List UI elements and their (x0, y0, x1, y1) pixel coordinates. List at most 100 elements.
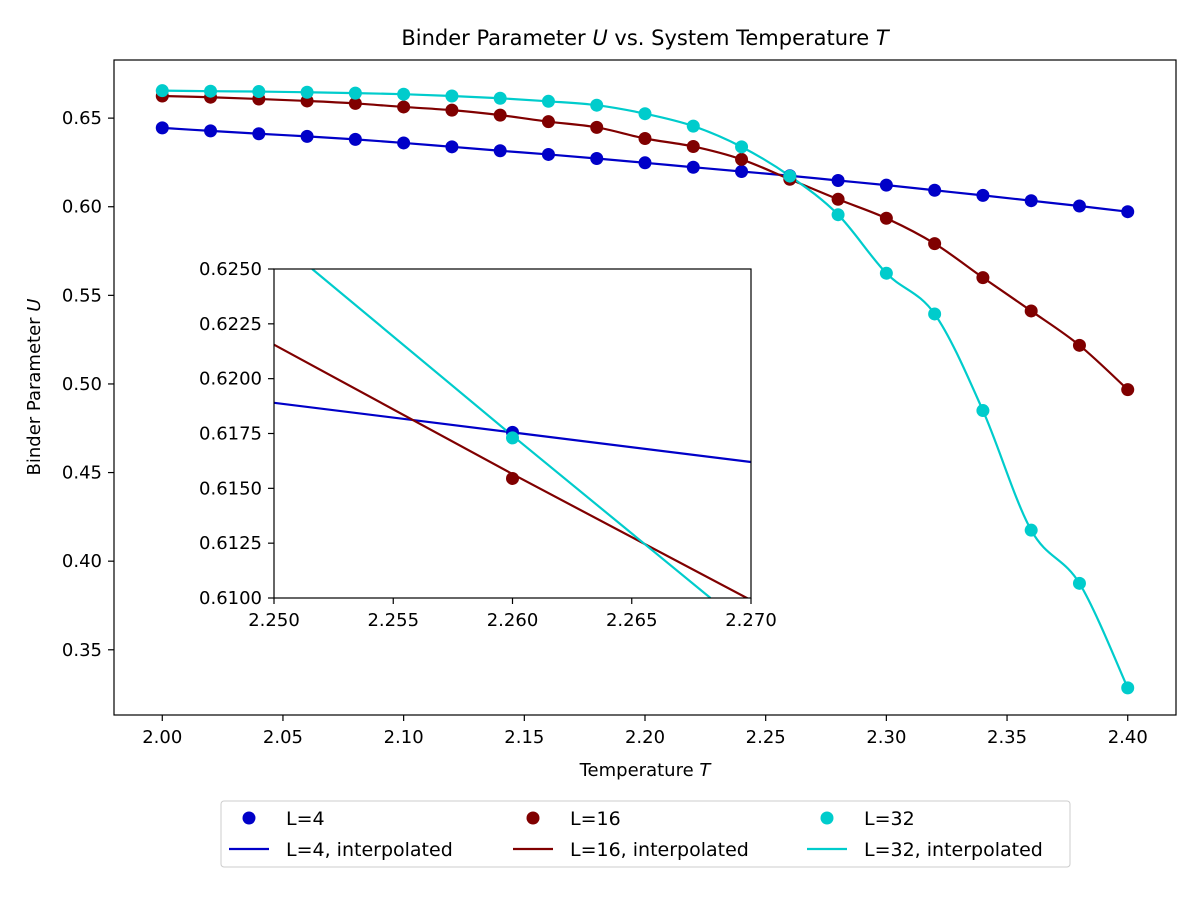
point-l-4 (1024, 194, 1038, 208)
inset-x-tick-label: 2.260 (487, 610, 539, 631)
point-l-16 (397, 100, 411, 114)
point-l-32 (831, 208, 845, 222)
point-l-16 (928, 237, 942, 251)
title-var-u: U (592, 26, 607, 50)
point-l-16 (686, 139, 700, 153)
x-tick-label: 2.35 (987, 727, 1027, 748)
y-tick-label: 0.35 (62, 640, 102, 661)
inset-chart: 2.250 2.255 2.260 2.265 2.270 0.61000.61250.… (199, 259, 777, 631)
point-l-4 (928, 183, 942, 197)
xlabel-var: T (699, 760, 712, 781)
point-l-4 (1072, 199, 1086, 213)
legend-items: L=4 L=16 L=32 L=4, interpolated L=16, interp… (229, 808, 1043, 861)
point-l-4 (879, 178, 893, 192)
point-l-16 (831, 192, 845, 206)
point-l-16 (976, 271, 990, 285)
point-l-32 (204, 84, 218, 98)
point-l-32 (783, 169, 797, 183)
inset-y-axis: 0.6100 0.6125 0.6150 0.6175 0.6200 0.6225 0.62… (199, 259, 274, 609)
legend-marker-l-4 (242, 811, 256, 825)
point-l-32 (686, 119, 700, 133)
point-l-32 (1121, 681, 1135, 695)
point-l-16 (1072, 338, 1086, 352)
inset-x-axis: 2.250 2.255 2.260 2.265 2.270 (248, 598, 777, 631)
x-tick-label: 2.00 (142, 727, 182, 748)
chart-title: Binder Parameter U vs. System Temperatur… (401, 26, 891, 50)
y-tick-label: 0.50 (62, 374, 102, 395)
point-l-16 (493, 108, 507, 122)
point-l-16 (1121, 383, 1135, 397)
legend-label: L=32 (864, 808, 915, 830)
point-l-4 (831, 174, 845, 188)
main-y-axis: 0.35 0.40 0.45 0.50 0.55 0.60 0.65 (62, 108, 114, 661)
title-mid: vs. System Temperature (608, 26, 876, 50)
point-l-4 (397, 136, 411, 150)
point-l-16 (348, 96, 362, 110)
point-l-32 (493, 91, 507, 105)
point-l-4 (638, 156, 652, 170)
inset-y-tick-label: 0.6225 (199, 314, 262, 335)
point-l-4 (735, 164, 749, 178)
point-l-16 (638, 132, 652, 146)
point-l-32 (976, 404, 990, 418)
point-l-4 (493, 144, 507, 158)
point-l-4 (300, 129, 314, 143)
x-tick-label: 2.40 (1108, 727, 1148, 748)
point-l-16 (445, 103, 459, 117)
point-l-4 (204, 124, 218, 138)
ylabel-var: U (24, 299, 45, 312)
y-tick-label: 0.55 (62, 285, 102, 306)
point-l-32 (445, 89, 459, 103)
legend: L=4 L=16 L=32 L=4, interpolated L=16, interp… (220, 800, 1071, 868)
main-data-points (155, 84, 1135, 695)
point-l-32 (590, 98, 604, 112)
point-l-32 (735, 140, 749, 154)
point-l-4 (590, 152, 604, 166)
legend-label: L=4 (286, 808, 325, 830)
ylabel-pre: Binder Parameter (24, 312, 45, 476)
point-l-16 (879, 211, 893, 225)
point-l-4 (686, 160, 700, 174)
point-l-4 (1121, 205, 1135, 219)
point-l-4 (348, 132, 362, 146)
point-l-32 (397, 87, 411, 101)
title-pre: Binder Parameter (401, 26, 592, 50)
point-l-32 (928, 307, 942, 321)
point-l-32 (879, 266, 893, 280)
x-tick-label: 2.30 (866, 727, 906, 748)
inset-y-tick-label: 0.6200 (199, 369, 262, 390)
main-x-axis: 2.00 2.05 2.10 2.15 2.20 2.25 2.30 2.35 2.40 (142, 715, 1148, 748)
legend-label: L=16 (570, 808, 621, 830)
inset-y-tick-label: 0.6125 (199, 533, 262, 554)
legend-label: L=16, interpolated (570, 839, 749, 861)
point-l-16 (735, 152, 749, 166)
inset-x-tick-label: 2.255 (367, 610, 419, 631)
inset-y-tick-label: 0.6150 (199, 478, 262, 499)
point-l-16 (1024, 304, 1038, 318)
x-tick-label: 2.25 (746, 727, 786, 748)
x-axis-title: Temperature T (579, 760, 713, 781)
line-l-32-interpolated (162, 89, 1129, 689)
legend-marker-l-32 (820, 811, 834, 825)
inset-x-tick-label: 2.270 (725, 610, 777, 631)
legend-label: L=4, interpolated (286, 839, 453, 861)
point-l-32 (155, 84, 169, 98)
inset-point-l-16 (506, 471, 519, 485)
x-tick-label: 2.05 (263, 727, 303, 748)
point-l-32 (1024, 523, 1038, 537)
point-l-32 (348, 86, 362, 100)
legend-label: L=32, interpolated (864, 839, 1043, 861)
point-l-32 (300, 85, 314, 99)
y-axis-title: Binder Parameter U (24, 299, 45, 476)
point-l-16 (590, 120, 604, 134)
point-l-4 (541, 147, 555, 161)
legend-marker-l-16 (526, 811, 540, 825)
y-tick-label: 0.65 (62, 108, 102, 129)
y-tick-label: 0.45 (62, 463, 102, 484)
xlabel-pre: Temperature (579, 760, 700, 781)
point-l-4 (252, 127, 266, 141)
x-tick-label: 2.20 (625, 727, 665, 748)
point-l-32 (252, 85, 266, 99)
point-l-32 (638, 107, 652, 121)
